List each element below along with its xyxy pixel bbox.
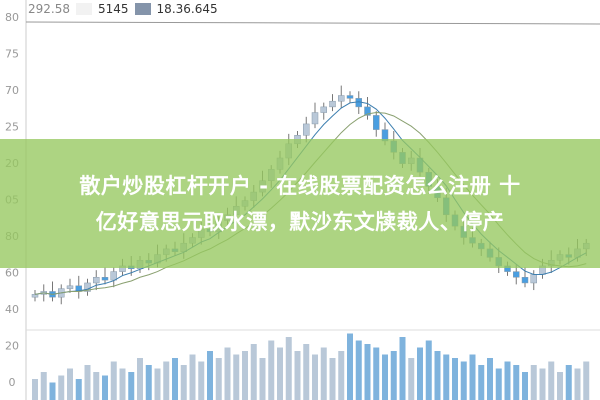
candle-body — [373, 115, 380, 130]
volume-bar — [417, 347, 423, 400]
volume-bar — [513, 365, 520, 400]
volume-bar — [49, 382, 56, 400]
volume-bar — [539, 368, 546, 400]
volume-bar — [172, 358, 178, 400]
y-tick-label: 40 — [5, 303, 19, 316]
volume-bar — [434, 351, 441, 400]
volume-bar — [163, 361, 170, 400]
volume-bar — [338, 351, 345, 400]
y-tick-label: 25 — [5, 121, 19, 134]
volume-bar — [285, 337, 292, 400]
y-tick-label: 70 — [5, 84, 19, 97]
volume-bar — [460, 361, 467, 400]
candle-body — [110, 271, 117, 281]
y-tick-label: 80 — [5, 11, 19, 24]
y-tick-label: 0 — [9, 376, 16, 389]
legend-value-3: 18.36.645 — [156, 2, 218, 16]
volume-bar — [303, 344, 310, 400]
volume-bar — [329, 358, 336, 400]
volume-bar — [32, 379, 38, 400]
candle-body — [513, 271, 520, 278]
volume-bar — [382, 354, 388, 400]
volume-bar — [478, 365, 485, 400]
candle-body — [93, 277, 100, 284]
legend-value-1: 292.58 — [28, 2, 70, 16]
volume-bar — [58, 375, 65, 400]
candle-body — [320, 106, 327, 113]
volume-bar — [277, 347, 283, 400]
headline-line-1: 散户炒股杠杆开户 - 在线股票配资怎么注册 十 — [79, 173, 521, 198]
volume-bar — [128, 372, 135, 400]
volume-bar — [487, 358, 493, 400]
y-tick-label: 20 — [5, 340, 19, 353]
candle-body — [84, 282, 91, 292]
volume-bar — [355, 340, 362, 400]
volume-bar — [102, 375, 108, 400]
candle-body — [364, 106, 371, 116]
volume-bar — [137, 358, 143, 400]
volume-bar — [242, 351, 248, 400]
volume-bar — [84, 365, 91, 400]
volume-bar — [574, 368, 581, 400]
volume-bar — [565, 365, 572, 400]
volume-bar — [145, 365, 152, 400]
legend-swatch-2 — [76, 3, 92, 15]
volume-bar — [504, 361, 511, 400]
volume-bar — [250, 344, 257, 400]
volume-bar — [67, 368, 73, 400]
volume-bar — [312, 354, 318, 400]
volume-bar — [495, 368, 502, 400]
volume-bar — [425, 340, 432, 400]
candle-body — [530, 274, 537, 284]
volume-bar — [443, 354, 450, 400]
volume-bar — [530, 365, 537, 400]
volume-bar — [320, 347, 327, 400]
volume-bar — [373, 347, 380, 400]
volume-bar — [268, 340, 275, 400]
y-tick-label: 75 — [5, 48, 19, 61]
volume-bar — [522, 372, 528, 400]
candle-body — [66, 285, 74, 289]
volume-bar — [364, 344, 371, 400]
volume-bar — [294, 351, 301, 400]
chart-legend: 292.58 5145 18.36.645 — [28, 0, 232, 18]
candle-body — [338, 95, 345, 102]
volume-bar — [469, 354, 476, 400]
headline-banner: 散户炒股杠杆开户 - 在线股票配资怎么注册 十 亿好意思元取水漂，默沙东文牍裁人… — [0, 139, 600, 268]
volume-bar — [224, 347, 231, 400]
headline-line-2: 亿好意思元取水漂，默沙东文牍裁人、停产 — [95, 209, 505, 234]
candle-body — [303, 123, 310, 136]
volume-bar — [452, 358, 458, 400]
legend-value-2: 5145 — [98, 2, 129, 16]
volume-bar — [347, 333, 353, 400]
candle-body — [101, 277, 109, 281]
candle-body — [31, 294, 39, 298]
volume-bar — [40, 372, 47, 400]
volume-bar — [154, 368, 161, 400]
y-tick-label: 60 — [5, 267, 19, 280]
candle-body — [521, 277, 529, 284]
volume-bar — [399, 337, 406, 400]
top-border — [25, 21, 600, 25]
volume-bar — [259, 358, 266, 400]
candle-body — [346, 95, 354, 99]
volume-bar — [583, 361, 590, 400]
candle-body — [329, 100, 336, 108]
volume-bar — [408, 358, 415, 400]
volume-bar — [215, 358, 222, 400]
volume-bar — [75, 379, 82, 400]
volume-bar — [180, 365, 187, 400]
legend-swatch-3 — [134, 3, 151, 15]
volume-bar — [548, 361, 555, 400]
volume-bar — [557, 372, 563, 400]
volume-bar — [119, 368, 126, 400]
volume-bar — [198, 361, 205, 400]
volume-bar — [189, 354, 196, 400]
volume-bar — [93, 372, 100, 400]
volume-bar — [390, 351, 397, 400]
volume-bar — [110, 361, 117, 400]
volume-bar — [207, 351, 213, 400]
volume-bar — [233, 354, 240, 400]
candle-body — [311, 112, 319, 125]
